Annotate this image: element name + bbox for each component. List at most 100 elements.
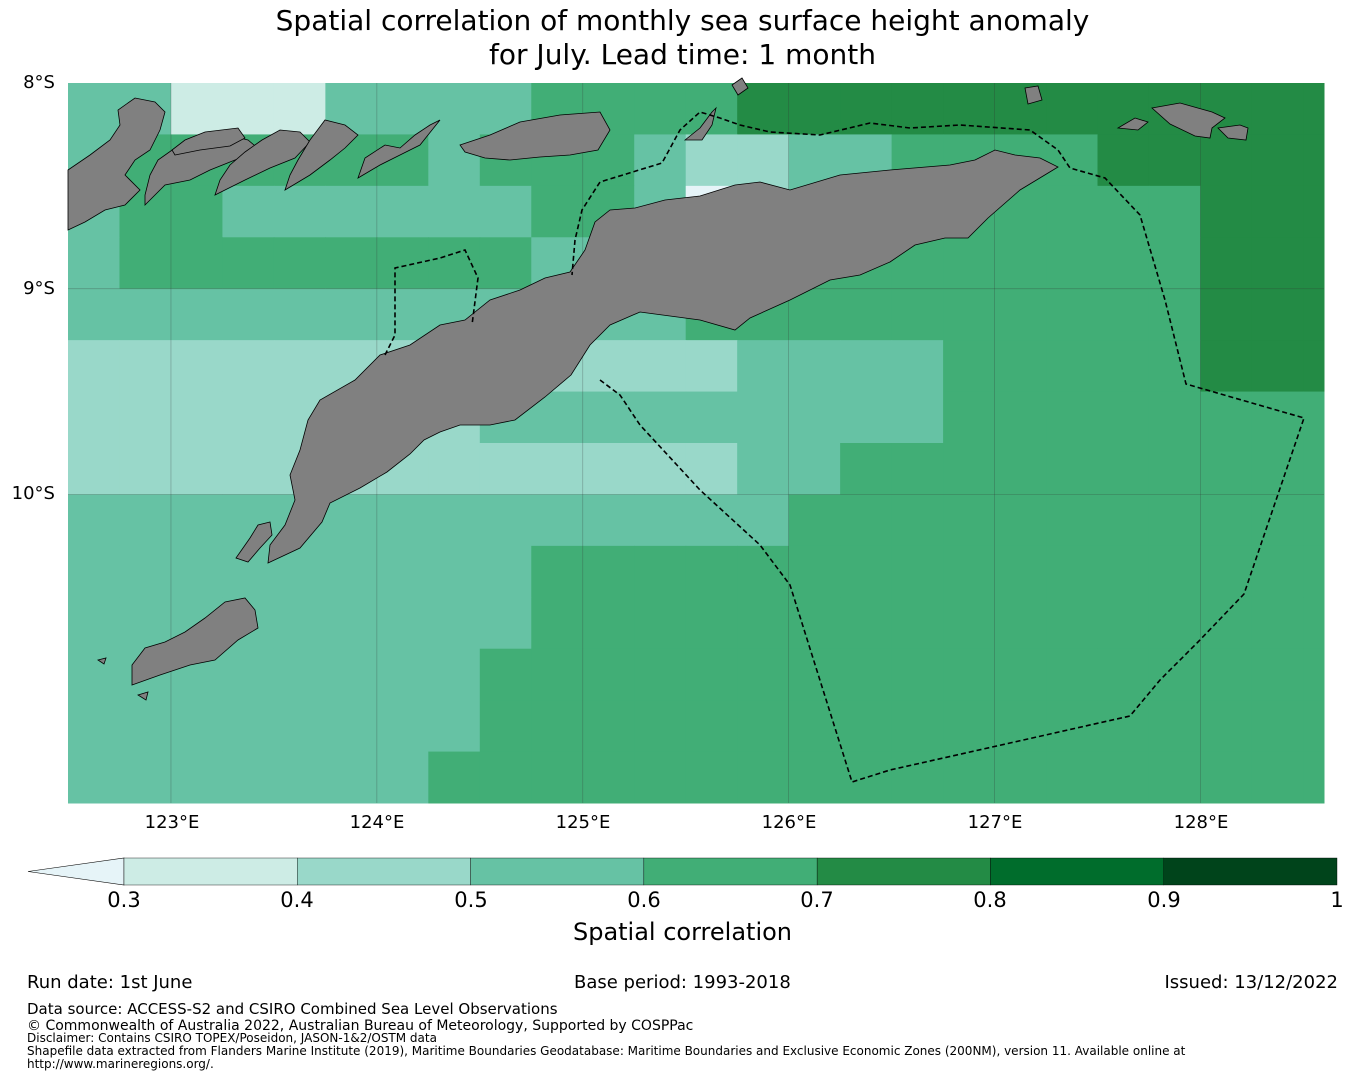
correlation-grid [68, 83, 1325, 804]
correlation-cell [325, 751, 378, 804]
correlation-cell [222, 391, 275, 444]
correlation-cell [170, 340, 223, 393]
correlation-cell [891, 700, 944, 753]
lat-label-10s: 10°S [11, 483, 55, 504]
correlation-cell [634, 134, 687, 187]
lon-label-125e: 125°E [555, 812, 611, 833]
correlation-cell [222, 443, 275, 495]
correlation-cell [68, 494, 120, 547]
correlation-cell [170, 700, 223, 753]
colorbar-segment [990, 857, 1164, 886]
correlation-cell [1148, 494, 1201, 547]
correlation-cell [1046, 700, 1099, 753]
correlation-cell [685, 494, 738, 547]
correlation-cell [1097, 185, 1150, 238]
correlation-cell [1097, 545, 1150, 598]
correlation-cell [1303, 237, 1325, 290]
correlation-cell [1097, 700, 1150, 753]
colorbar [27, 857, 1338, 886]
correlation-cell [1251, 237, 1304, 290]
correlation-cell [1046, 597, 1099, 650]
correlation-cell [1097, 237, 1150, 290]
correlation-cell [634, 391, 687, 444]
timor-island [267, 149, 1059, 564]
correlation-cell [222, 648, 275, 701]
correlation-cell [994, 494, 1047, 547]
correlation-cell [170, 751, 223, 804]
correlation-cell [531, 185, 584, 238]
correlation-cell [428, 237, 481, 290]
correlation-cell [891, 597, 944, 650]
correlation-cell [1251, 700, 1304, 753]
correlation-cell [994, 340, 1047, 393]
correlation-cell [582, 597, 635, 650]
correlation-cell [273, 83, 326, 135]
correlation-cell [273, 648, 326, 701]
correlation-cell [1046, 134, 1099, 187]
correlation-cell [325, 185, 378, 238]
correlation-cell [840, 443, 893, 495]
correlation-cell [1200, 545, 1253, 598]
correlation-cell [994, 391, 1047, 444]
correlation-cell [1046, 83, 1099, 135]
correlation-cell [222, 83, 275, 135]
north-island [731, 77, 749, 96]
correlation-cell [1200, 391, 1253, 444]
correlation-cell [1097, 288, 1150, 341]
cb-tick-0.6: 0.6 [627, 888, 661, 912]
map-title-line2: for July. Lead time: 1 month [489, 38, 876, 71]
correlation-cell [479, 494, 532, 547]
correlation-cell [428, 597, 481, 650]
correlation-cell [634, 545, 687, 598]
copyright: © Commonwealth of Australia 2022, Austra… [27, 1018, 694, 1034]
correlation-cell [737, 83, 790, 135]
correlation-cell [685, 391, 738, 444]
correlation-cell [68, 83, 120, 135]
correlation-cell [891, 494, 944, 547]
correlation-cell [943, 340, 996, 393]
correlation-cell [428, 700, 481, 753]
correlation-cell [840, 597, 893, 650]
correlation-cell [273, 700, 326, 753]
correlation-cell [840, 340, 893, 393]
correlation-cell [531, 545, 584, 598]
correlation-cell [840, 751, 893, 804]
correlation-cell [943, 700, 996, 753]
correlation-cell [994, 443, 1047, 495]
correlation-cell [1251, 751, 1304, 804]
correlation-cell [222, 288, 275, 341]
correlation-cell [479, 185, 532, 238]
shapefile-credit: Shapefile data extracted from Flanders M… [27, 1044, 1186, 1058]
correlation-cell [685, 545, 738, 598]
lakor-island [1217, 124, 1249, 141]
correlation-cell [1251, 494, 1304, 547]
correlation-cell [1251, 134, 1304, 187]
correlation-cell [840, 648, 893, 701]
correlation-cell [376, 185, 429, 238]
correlation-cell [531, 751, 584, 804]
correlation-cell [1148, 700, 1201, 753]
correlation-cell [634, 443, 687, 495]
correlation-cell [1200, 751, 1253, 804]
correlation-cell [737, 597, 790, 650]
correlation-cell [1148, 391, 1201, 444]
lon-label-123e: 123°E [144, 812, 200, 833]
cb-tick-0.5: 0.5 [454, 888, 488, 912]
lon-label-126e: 126°E [761, 812, 817, 833]
correlation-cell [1148, 648, 1201, 701]
correlation-cell [737, 700, 790, 753]
correlation-cell [788, 751, 841, 804]
cb-tick-0.4: 0.4 [280, 888, 314, 912]
correlation-cell [68, 597, 120, 650]
wetar-island [459, 111, 611, 161]
correlation-cell [325, 288, 378, 341]
correlation-cell [1148, 134, 1201, 187]
correlation-cell [428, 751, 481, 804]
correlation-cell [685, 597, 738, 650]
correlation-cell [1148, 185, 1201, 238]
correlation-cell [1148, 237, 1201, 290]
correlation-cell [428, 494, 481, 547]
run-date: Run date: 1st June [27, 972, 193, 993]
correlation-cell [582, 751, 635, 804]
correlation-cell [1251, 597, 1304, 650]
